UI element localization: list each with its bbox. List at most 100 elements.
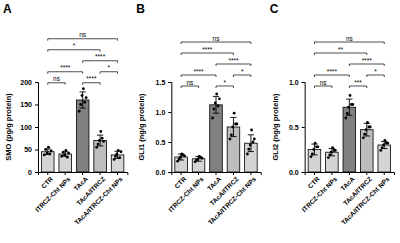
y-tick-label: 150 <box>20 101 32 108</box>
x-axis: CTRITRCZ-Cht NPsTAcATAcA/ITRCZTAcA/ITRCZ… <box>34 172 128 226</box>
significance: *****ns*********ns <box>48 31 118 85</box>
data-point <box>215 93 218 96</box>
data-point <box>117 149 120 152</box>
data-point <box>327 156 330 159</box>
error-cap <box>346 99 352 100</box>
data-point <box>46 152 49 155</box>
data-point <box>44 148 47 151</box>
data-point <box>98 139 101 142</box>
y-tick: 1.5 <box>156 79 172 86</box>
x-tick: CTR <box>173 172 188 190</box>
data-point <box>63 154 66 157</box>
data-point <box>99 130 102 133</box>
x-tick-label: CTR <box>173 175 188 190</box>
y-tick-mark <box>168 142 171 143</box>
x-tick-label: TAcA/ITRCZ-Cht NPs <box>340 175 391 226</box>
data-point <box>334 149 337 152</box>
data-point <box>95 146 98 149</box>
x-tick: CTR <box>40 172 55 190</box>
significance: **ns************ns <box>181 35 251 89</box>
x-tick-label: ITRCZ-Cht NPs <box>167 175 205 213</box>
y-axis-line <box>168 83 172 173</box>
x-tick-mark <box>366 172 367 175</box>
data-point <box>250 129 253 132</box>
y-axis-title: GLI2 (ng/g protein) <box>271 93 280 161</box>
data-point <box>43 154 46 157</box>
bar <box>378 145 391 172</box>
y-axis-line <box>35 83 39 173</box>
error-bar <box>45 149 51 154</box>
error-cap <box>97 145 103 146</box>
significance-label: **** <box>228 57 239 64</box>
error-bar <box>230 117 236 136</box>
x-tick-label: TAcA/ITRCZ-Cht NPs <box>73 175 124 226</box>
data-point <box>97 143 100 146</box>
significance-label: **** <box>60 64 71 71</box>
error-cap <box>80 108 86 109</box>
significance-label: *** <box>354 79 362 86</box>
significance-label: * <box>374 68 377 75</box>
data-point <box>50 149 53 152</box>
error-cap <box>230 117 236 118</box>
error-bar <box>248 135 254 152</box>
y-tick: 0.0 <box>289 169 305 176</box>
data-point <box>83 101 86 104</box>
data-point <box>247 148 250 151</box>
x-axis-line <box>305 173 394 176</box>
data-point <box>346 112 349 115</box>
x-tick-label: TAcA/ITRCZ-Cht NPs <box>206 175 257 226</box>
x-axis: CTRITRCZ-Cht NPsTAcATAcA/ITRCZTAcA/ITRCZ… <box>167 172 261 226</box>
x-tick: TAcA/ITRCZ-Cht NPs <box>206 172 257 226</box>
error-bar <box>329 149 335 156</box>
y-tick-label: 200 <box>20 79 32 86</box>
data-point <box>229 138 232 141</box>
data-point <box>101 137 104 140</box>
significance-label: **** <box>95 53 106 60</box>
data-point <box>81 94 84 97</box>
y-tick-mark <box>35 82 38 83</box>
data-point <box>213 108 216 111</box>
bracket <box>48 39 118 41</box>
bracket <box>314 53 366 55</box>
x-tick-label: CTR <box>40 175 55 190</box>
data-point <box>179 156 182 159</box>
y-tick-mark <box>168 82 171 83</box>
data-point <box>78 110 81 113</box>
error-bar <box>80 92 86 108</box>
bracket <box>181 86 198 88</box>
x-tick-mark <box>384 172 385 175</box>
x-tick-mark <box>349 172 350 175</box>
y-tick: 0.5 <box>289 124 305 131</box>
data-point <box>65 149 68 152</box>
y-tick-label: 100 <box>20 124 32 131</box>
data-point <box>366 121 369 124</box>
error-bar <box>364 123 370 136</box>
y-axis-title: GLI1 (ng/g protein) <box>137 93 146 161</box>
error-cap <box>364 136 370 137</box>
y-tick-mark <box>302 172 305 173</box>
significance-label: * <box>223 79 226 86</box>
x-tick-label: CTR <box>306 175 321 190</box>
significance-label: ns <box>186 79 194 86</box>
bracket <box>181 42 251 44</box>
error-cap <box>248 151 254 152</box>
y-tick-mark <box>168 112 171 113</box>
y-tick: 200 <box>20 79 38 86</box>
x-tick-mark <box>47 172 48 175</box>
data-point <box>347 106 350 109</box>
significance-label: ns <box>346 35 354 42</box>
error-cap <box>248 134 254 135</box>
y-tick-label: 1.0 <box>289 79 299 86</box>
data-point <box>82 87 85 90</box>
error-bar <box>381 141 387 148</box>
data-point <box>183 154 186 157</box>
significance-label: **** <box>193 68 204 75</box>
x-tick: ITRCZ-Cht NPs <box>300 172 338 213</box>
bracket <box>314 75 349 77</box>
significance-label: ns <box>320 79 328 86</box>
significance-label: * <box>73 42 76 49</box>
data-point <box>362 136 365 139</box>
panel: CGLI2 (ng/g protein)0.00.51.0CTRITRCZ-Ch… <box>270 2 395 226</box>
y-axis-title: SMO (pg/g protein) <box>4 93 13 161</box>
bracket <box>314 42 384 44</box>
